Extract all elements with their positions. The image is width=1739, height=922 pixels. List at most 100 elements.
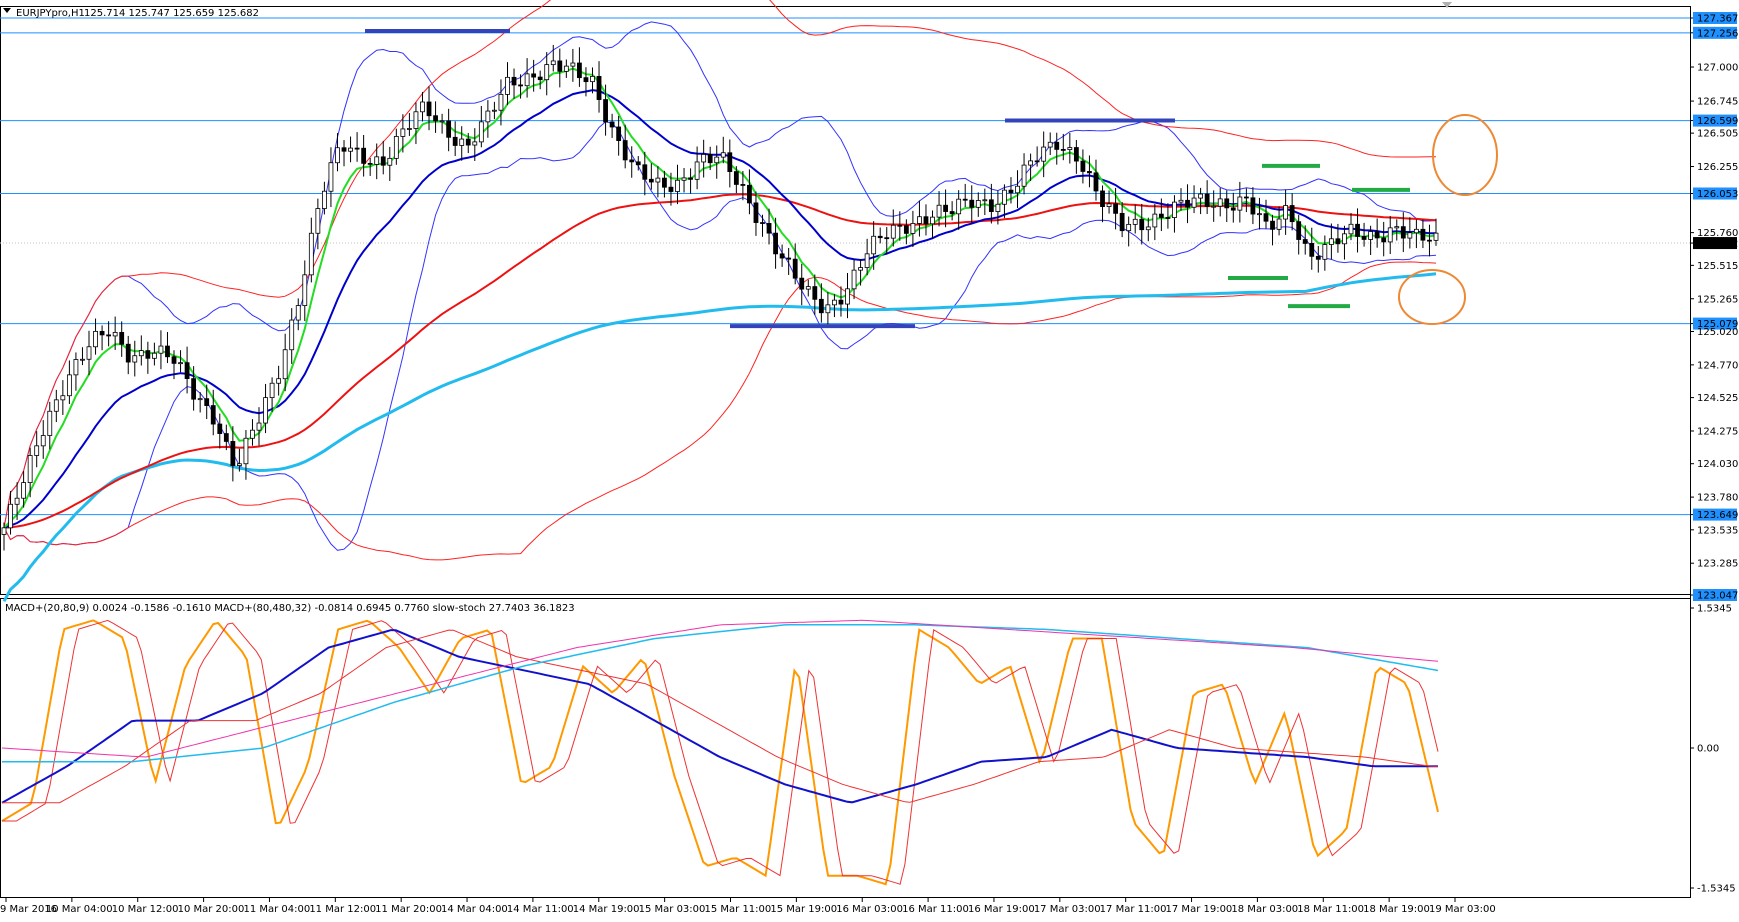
bull-candle xyxy=(1368,231,1374,240)
price-tick-highlight xyxy=(1693,26,1737,39)
bear-candle xyxy=(380,156,386,166)
bull-candle xyxy=(1394,226,1400,229)
bull-candle xyxy=(295,305,301,321)
bull-candle xyxy=(302,274,308,306)
envelope-lower xyxy=(3,261,1437,561)
bull-candle xyxy=(570,62,576,67)
bull-candle xyxy=(1283,205,1289,220)
bull-candle xyxy=(681,177,687,181)
bull-candle xyxy=(675,179,680,192)
time-tick-label: 10 Mar 12:00 xyxy=(112,904,179,915)
bear-candle xyxy=(1139,218,1145,231)
bear-candle xyxy=(753,202,759,223)
bear-candle xyxy=(609,121,615,128)
bear-candle xyxy=(1243,196,1249,199)
bear-candle xyxy=(125,343,131,363)
bear-candle xyxy=(1008,189,1014,194)
bear-candle xyxy=(446,120,452,138)
bull-candle xyxy=(250,429,255,439)
bull-candle xyxy=(975,200,981,208)
price-tick-label: 127.256 xyxy=(1697,28,1738,39)
price-tick-label: 124.770 xyxy=(1697,360,1738,371)
bull-candle xyxy=(845,288,850,305)
bull-candle xyxy=(348,147,353,152)
bull-candle xyxy=(563,65,569,72)
bear-candle xyxy=(1302,239,1308,244)
price-tick-highlight xyxy=(1693,508,1737,521)
bear-candle xyxy=(1204,193,1210,207)
bull-candle xyxy=(694,161,700,180)
bear-candle xyxy=(1361,236,1367,240)
bear-candle xyxy=(145,350,151,359)
bull-candle xyxy=(1106,203,1112,207)
bull-candle xyxy=(864,253,870,268)
bear-candle xyxy=(838,299,844,305)
bear-candle xyxy=(217,423,223,434)
bull-candle xyxy=(315,208,321,234)
bear-candle xyxy=(733,171,739,185)
bear-candle xyxy=(577,62,582,79)
bear-candle xyxy=(433,115,438,122)
bear-candle xyxy=(923,216,929,225)
time-tick-label: 16 Mar 19:00 xyxy=(968,904,1035,915)
bear-candle xyxy=(184,362,190,379)
indicator-axis: 1.5345 0.00 -1.5345 xyxy=(1690,604,1736,895)
bull-candle xyxy=(1178,199,1184,203)
bear-candle xyxy=(1374,231,1380,239)
bull-candle xyxy=(1407,232,1413,239)
bear-candle xyxy=(1315,255,1321,260)
bull-candle xyxy=(328,162,334,192)
bear-candle xyxy=(1263,213,1269,222)
time-tick-label: 11 Mar 12:00 xyxy=(309,904,376,915)
stoch-signal xyxy=(2,619,1439,885)
bear-candle xyxy=(792,258,798,279)
bear-candle xyxy=(465,138,471,146)
bull-candle xyxy=(1015,185,1020,194)
bull-candle xyxy=(34,445,40,456)
bear-candle xyxy=(230,441,236,466)
indicator-tick-label: 1.5345 xyxy=(1697,604,1732,615)
time-tick-label: 17 Mar 11:00 xyxy=(1100,904,1167,915)
bear-candle xyxy=(341,147,347,152)
price-tick-label: 126.053 xyxy=(1697,189,1738,200)
chart-symbol-title: EURJPYpro,H1 xyxy=(16,8,85,19)
bull-candle xyxy=(655,177,661,183)
envelope-upper xyxy=(3,0,1437,528)
chart-menu-icon[interactable] xyxy=(3,8,11,13)
bull-candle xyxy=(982,199,988,202)
bull-candle xyxy=(478,121,484,143)
bull-candle xyxy=(407,128,412,130)
price-tick-label: 126.505 xyxy=(1697,129,1738,140)
bull-candle xyxy=(27,455,33,484)
bear-candle xyxy=(1381,237,1387,243)
indicator-overlays xyxy=(2,0,1437,603)
scroll-arrow-icon[interactable] xyxy=(1442,2,1452,8)
bear-candle xyxy=(635,161,641,166)
bull-candle xyxy=(498,93,504,111)
bear-candle xyxy=(786,257,792,260)
bull-candle xyxy=(590,75,595,83)
bear-candle xyxy=(99,330,105,336)
bull-candle xyxy=(930,216,935,225)
bull-candle xyxy=(917,216,922,224)
bear-candle xyxy=(629,159,635,163)
bear-candle xyxy=(622,140,628,161)
ma-80 xyxy=(3,193,1437,529)
indicator-title: MACD+(20,80,9) 0.0024 -0.1586 -0.1610 MA… xyxy=(5,603,575,614)
price-tick-label: 123.649 xyxy=(1697,510,1738,521)
bear-candle xyxy=(707,154,713,164)
bear-candle xyxy=(740,184,746,186)
price-tick-label: 125.760 xyxy=(1697,228,1738,239)
price-tick-label: 124.030 xyxy=(1697,459,1738,470)
price-tick-label: 123.780 xyxy=(1697,493,1738,504)
bull-candle xyxy=(132,355,138,363)
bull-candle xyxy=(890,224,896,239)
macd2-signal xyxy=(1,619,1439,758)
bull-candle xyxy=(720,152,726,158)
time-tick-label: 10 Mar 20:00 xyxy=(178,904,245,915)
bull-candle xyxy=(14,497,20,505)
price-tick-label: 126.745 xyxy=(1697,97,1738,108)
bull-candle xyxy=(858,267,863,271)
